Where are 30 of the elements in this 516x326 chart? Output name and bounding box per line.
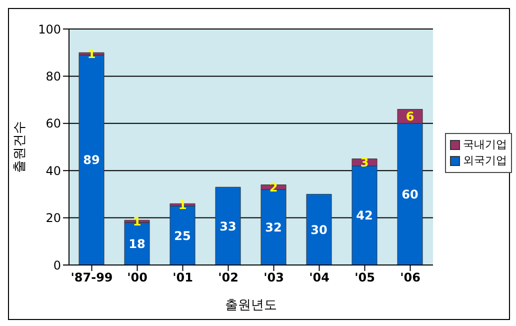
data-label: 42 [356,208,373,223]
x-tick-label: '01 [172,270,193,285]
x-tick-label: '00 [127,270,148,285]
data-label: 32 [265,220,282,234]
data-label: 33 [220,219,236,234]
y-tick-label: 60 [46,116,61,131]
x-tick-label: '87-99 [70,270,113,285]
x-tick-label: '04 [309,270,330,285]
y-tick-label: 0 [53,258,61,272]
legend-label: 외국기업 [463,153,507,169]
y-tick-label: 20 [46,211,61,226]
x-tick-label: '06 [400,270,420,285]
y-axis-title: 출원건수 [12,121,28,173]
bar [306,194,332,265]
y-tick-label: 80 [46,69,61,84]
x-tick-label: '03 [264,270,284,285]
data-label: 30 [310,222,328,237]
x-axis-title: 출원년도 [225,298,277,313]
x-tick-label: '02 [218,270,238,285]
data-label: 89 [83,153,100,168]
bar [215,186,241,265]
data-label: 60 [402,187,418,202]
x-tick-label: '05 [354,270,375,285]
y-tick-label: 40 [46,164,61,178]
y-tick-label: 100 [38,22,61,36]
data-label: 25 [174,228,191,243]
data-label: 6 [406,110,414,124]
legend-label: 국내기업 [463,137,507,153]
data-label: 3 [360,156,369,170]
data-label: 18 [128,237,146,252]
